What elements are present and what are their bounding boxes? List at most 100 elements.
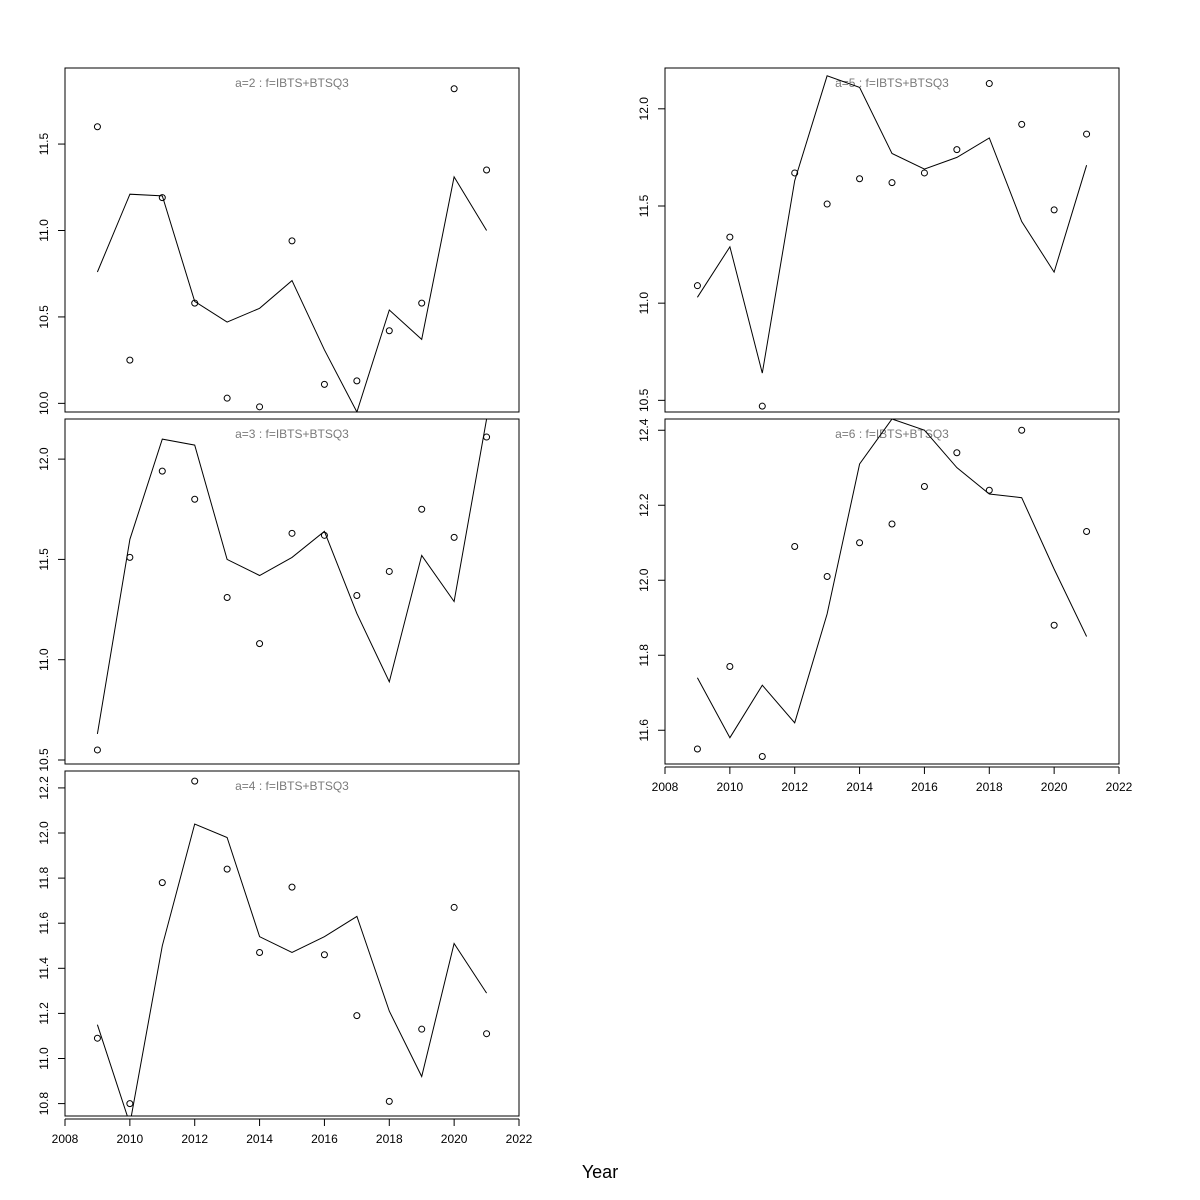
observed-point (418, 1025, 426, 1033)
y-tick-label: 11.0 (37, 219, 51, 242)
observed-point (126, 356, 134, 364)
observed-point (93, 746, 101, 754)
observed-point (953, 449, 961, 457)
x-tick-label: 2014 (846, 780, 873, 794)
observed-point (158, 879, 166, 887)
observed-point (223, 594, 231, 602)
y-tick-label: 11.5 (37, 133, 51, 156)
observed-point (158, 194, 166, 202)
panel-title: a=4 : f=IBTS+BTSQ3 (235, 779, 349, 793)
observed-point (256, 403, 264, 411)
fitted-line (696, 75, 1088, 374)
observed-point (1050, 206, 1058, 214)
y-tick-label: 10.5 (37, 748, 51, 772)
observed-point (758, 402, 766, 410)
observed-point (353, 377, 361, 385)
observed-point (1018, 120, 1026, 128)
y-tick-label: 11.8 (37, 867, 51, 890)
y-tick-label: 11.6 (37, 912, 51, 935)
observed-point (191, 299, 199, 307)
plot-frame (64, 770, 520, 1117)
y-tick-label: 12.0 (637, 568, 651, 592)
plot-frame (64, 418, 520, 765)
x-tick-label: 2018 (376, 1132, 403, 1146)
observed-point (791, 543, 799, 550)
observed-point (450, 903, 458, 911)
x-tick-label: 2020 (1041, 780, 1068, 794)
observed-point (320, 951, 328, 959)
x-tick-label: 2016 (911, 780, 938, 794)
panel-title: a=3 : f=IBTS+BTSQ3 (235, 427, 349, 441)
observed-point (920, 169, 928, 177)
y-tick-label: 12.2 (637, 493, 651, 517)
observed-point (823, 573, 831, 580)
observed-point (1083, 528, 1091, 535)
observed-point (353, 592, 361, 600)
observed-point (856, 175, 864, 183)
observed-point (758, 753, 766, 760)
panel-1: 10.0 10.5 11.0 11.5 a=2 : f=IBTS+BTSQ3 (37, 67, 520, 415)
observed-point (693, 745, 701, 753)
observed-point (726, 663, 734, 670)
observed-point (418, 299, 426, 307)
x-tick-label: 2012 (181, 1132, 208, 1146)
observed-point (693, 282, 701, 290)
x-tick-label: 2022 (506, 1132, 533, 1146)
observed-point (920, 483, 928, 490)
panel-title: a=6 : f=IBTS+BTSQ3 (835, 427, 949, 441)
x-tick-label: 2010 (117, 1132, 144, 1146)
observed-point (191, 495, 199, 503)
observed-point (791, 169, 799, 177)
x-tick-label: 2022 (1106, 780, 1133, 794)
observed-point (483, 166, 491, 174)
fitted-line (96, 823, 488, 1116)
y-tick-label: 12.2 (37, 776, 51, 800)
x-axis-label: Year (582, 1162, 618, 1182)
observed-point (823, 200, 831, 208)
observed-point (888, 520, 896, 528)
y-tick-label: 10.5 (637, 388, 651, 412)
observed-point (256, 949, 264, 957)
observed-point (1083, 130, 1091, 138)
y-tick-label: 11.0 (37, 648, 51, 671)
observed-point (1050, 621, 1058, 629)
observed-point (320, 380, 328, 388)
plot-frame (64, 67, 520, 413)
y-tick-label: 11.0 (637, 292, 651, 315)
observed-point (483, 1030, 491, 1038)
observed-point (288, 237, 296, 245)
observed-point (418, 505, 426, 513)
observed-point (256, 640, 264, 648)
x-tick-label: 2008 (52, 1132, 79, 1146)
observed-point (353, 1012, 361, 1020)
observed-point (320, 531, 328, 539)
panel-2: 10.5 11.0 11.5 12.0 a=3 : f=IBTS+BTSQ3 (37, 418, 520, 772)
panel-title: a=5 : f=IBTS+BTSQ3 (835, 76, 949, 90)
x-tick-label: 2014 (246, 1132, 273, 1146)
observed-point (953, 146, 961, 154)
x-tick-label: 2010 (717, 780, 744, 794)
y-tick-label: 11.2 (37, 1002, 51, 1025)
observed-point (158, 467, 166, 475)
y-tick-label: 10.5 (37, 305, 51, 329)
fitted-line (96, 419, 488, 734)
observed-point (288, 529, 296, 537)
observed-point (985, 80, 993, 88)
observed-point (856, 539, 864, 547)
y-tick-label: 11.5 (637, 194, 651, 217)
x-tick-label: 2012 (781, 780, 808, 794)
observed-point (483, 433, 491, 441)
observed-point (450, 533, 458, 541)
fitted-line (696, 419, 1088, 739)
x-tick-label: 2020 (441, 1132, 468, 1146)
y-tick-label: 12.0 (37, 821, 51, 845)
observed-point (126, 553, 134, 561)
observed-point (385, 567, 393, 575)
y-tick-label: 11.0 (37, 1047, 51, 1070)
observed-point (93, 123, 101, 131)
y-tick-label: 11.6 (637, 719, 651, 742)
y-tick-label: 12.0 (37, 447, 51, 471)
y-tick-label: 12.4 (637, 418, 651, 442)
observed-point (450, 85, 458, 93)
y-tick-label: 11.4 (37, 957, 51, 980)
